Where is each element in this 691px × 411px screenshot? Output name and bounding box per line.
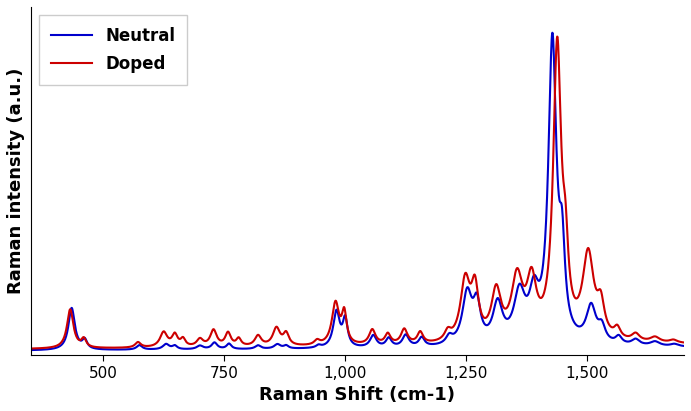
Neutral [548,30,556,35]
Neutral [680,344,688,349]
Neutral [661,342,670,347]
Neutral [541,237,549,242]
Doped [327,322,335,327]
Legend: Neutral, Doped: Neutral, Doped [39,15,187,85]
Doped [661,338,670,343]
Line: Neutral: Neutral [30,33,684,350]
Neutral [327,333,335,338]
Neutral [344,330,352,335]
Y-axis label: Raman intensity (a.u.): Raman intensity (a.u.) [7,68,25,294]
Doped [680,340,688,345]
Doped [661,338,670,343]
Doped [553,34,561,39]
Doped [59,335,68,340]
Doped [26,346,35,351]
Line: Doped: Doped [30,37,684,349]
X-axis label: Raman Shift (cm-1): Raman Shift (cm-1) [259,386,455,404]
Doped [344,328,352,333]
Doped [541,286,549,291]
Neutral [26,348,35,353]
Neutral [59,339,68,344]
Neutral [661,342,670,347]
